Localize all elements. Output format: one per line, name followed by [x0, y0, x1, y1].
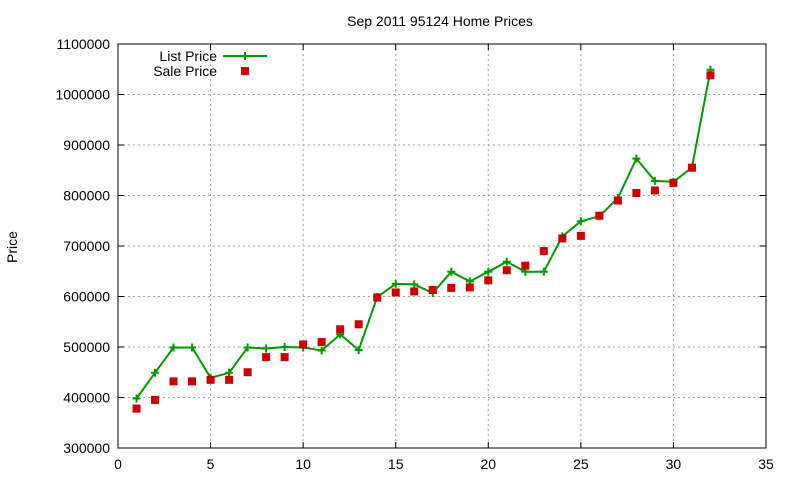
sale-price-point	[299, 340, 308, 349]
list-price-point	[576, 217, 585, 226]
x-tick-label: 35	[758, 456, 774, 472]
y-tick-label: 800000	[63, 188, 110, 204]
list-price-point	[188, 343, 197, 352]
sale-price-point	[169, 377, 178, 386]
sale-price-point	[502, 266, 511, 275]
sale-price-point	[447, 283, 456, 292]
x-tick-label: 25	[573, 456, 589, 472]
plot-border	[117, 43, 767, 449]
sale-price-point	[391, 288, 400, 297]
y-tick-label: 400000	[63, 390, 110, 406]
list-price-point	[447, 267, 456, 276]
y-tick-label: 900000	[63, 137, 110, 153]
legend-label-sale-price: Sale Price	[153, 63, 217, 79]
sale-price-point	[188, 377, 197, 386]
sale-price-point	[151, 396, 160, 405]
list-price-point	[354, 346, 363, 355]
y-tick-labels: 300000 400000 500000 600000 700000 800000 9000…	[55, 36, 110, 456]
legend-sample-sale-price	[241, 67, 249, 75]
x-tick-labels: 0 5 10 15 20 25 30 35	[114, 456, 774, 472]
legend: List Price Sale Price	[153, 48, 267, 79]
sale-price-point	[132, 404, 141, 413]
y-tick-label: 700000	[63, 238, 110, 254]
sale-price-point	[262, 353, 271, 362]
sale-price-point	[576, 231, 585, 240]
sale-price-point	[336, 325, 345, 334]
list-price-point	[225, 368, 234, 377]
sale-price-series	[132, 71, 715, 413]
sale-price-point	[669, 178, 678, 187]
y-tick-label: 1000000	[55, 87, 110, 103]
y-tick-label: 600000	[63, 289, 110, 305]
list-price-point	[262, 344, 271, 353]
x-tick-label: 10	[295, 456, 311, 472]
list-price-point	[484, 267, 493, 276]
sale-price-point	[243, 368, 252, 377]
sale-price-point	[706, 71, 715, 80]
legend-marker-sale-price	[241, 67, 249, 75]
sale-price-point	[317, 337, 326, 346]
sale-price-point	[539, 247, 548, 256]
grid-lines	[118, 44, 766, 448]
sale-price-point	[465, 283, 474, 292]
list-price-point	[650, 176, 659, 185]
x-tick-label: 20	[480, 456, 496, 472]
legend-label-list-price: List Price	[159, 48, 217, 64]
y-tick-label: 300000	[63, 440, 110, 456]
y-axis-label: Price	[4, 231, 20, 263]
sale-price-point	[225, 375, 234, 384]
legend-marker-list-price	[241, 52, 249, 60]
sale-price-point	[354, 320, 363, 329]
sale-price-point	[206, 375, 215, 384]
list-price-series	[132, 65, 715, 403]
x-tick-label: 30	[666, 456, 682, 472]
x-tick-label: 15	[388, 456, 404, 472]
sale-price-point	[521, 261, 530, 270]
list-price-point	[539, 267, 548, 276]
list-price-point	[391, 279, 400, 288]
y-tick-label: 1100000	[57, 36, 111, 52]
sale-price-point	[558, 234, 567, 243]
list-price-point	[243, 343, 252, 352]
list-price-point	[410, 280, 419, 289]
sale-price-point	[613, 196, 622, 205]
sale-price-point	[428, 285, 437, 294]
list-price-point	[169, 343, 178, 352]
sale-price-point	[410, 287, 419, 296]
sale-price-point	[373, 293, 382, 302]
list-price-point	[280, 343, 289, 351]
chart-title: Sep 2011 95124 Home Prices	[347, 13, 533, 29]
sale-price-point	[650, 186, 659, 195]
sale-price-point	[632, 188, 641, 197]
list-price-line	[135, 69, 712, 400]
list-price-point	[151, 368, 160, 377]
x-tick-label: 5	[207, 456, 215, 472]
list-price-point	[317, 346, 326, 355]
sale-price-point	[484, 276, 493, 285]
sale-price-point	[280, 353, 289, 362]
legend-sample-list-price	[223, 52, 267, 60]
sale-price-point	[595, 211, 604, 220]
list-price-point	[132, 394, 141, 403]
list-price-point	[502, 257, 511, 266]
sale-price-point	[687, 163, 696, 172]
list-price-point	[632, 154, 641, 163]
x-tick-label: 0	[114, 456, 122, 472]
y-tick-label: 500000	[63, 339, 110, 355]
